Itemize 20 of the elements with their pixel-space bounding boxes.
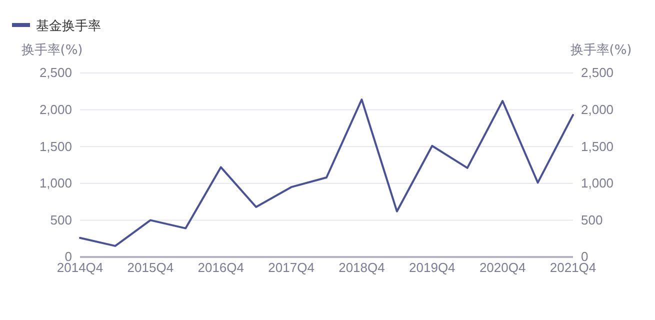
y-tick-label: 1,000 [39,176,72,191]
x-tick-label: 2018Q4 [338,260,385,276]
x-tick-label: 2020Q4 [479,260,526,276]
x-tick-label: 2017Q4 [268,260,314,276]
y-tick-label: 2,500 [39,65,72,80]
y2-tick-label: 1,000 [581,176,614,191]
legend-label: 基金换手率 [36,18,101,34]
line-series [79,98,574,247]
y2-axis-title: 换手率(%) [570,42,632,58]
y2-tick-label: 2,500 [581,65,614,80]
x-tick-label: 2015Q4 [127,260,174,276]
y-tick-label: 500 [50,212,72,228]
x-tick-label: 2019Q4 [409,260,456,276]
y2-tick-label: 1,500 [581,138,614,154]
x-tick-label: 2016Q4 [198,260,244,276]
y-tick-label: 1,500 [39,138,72,154]
y-tick-label: 2,000 [39,102,72,117]
y2-tick-label: 500 [581,212,603,228]
y-axis-title: 换手率(%) [21,42,83,58]
y2-tick-label: 2,000 [581,102,614,117]
